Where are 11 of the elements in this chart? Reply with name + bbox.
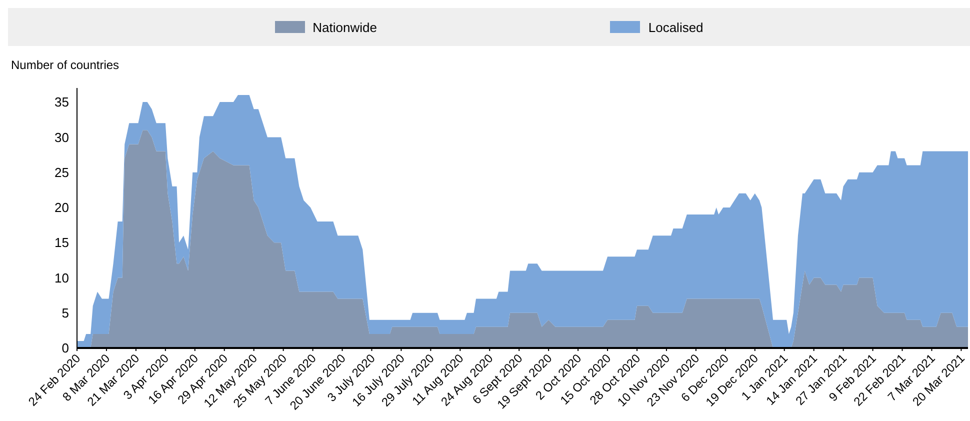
y-tick-label: 0 — [62, 340, 69, 356]
y-tick-label: 30 — [54, 130, 69, 145]
y-tick-label: 10 — [54, 270, 69, 286]
legend-label: Localised — [648, 20, 704, 34]
y-tick-label: 5 — [62, 305, 69, 320]
y-axis-title: Number of countries — [11, 58, 120, 74]
y-tick-label: 25 — [54, 164, 69, 180]
y-tick-label: 15 — [54, 235, 69, 250]
legend-label: Nationwide — [312, 20, 377, 34]
y-tick-label: 20 — [54, 200, 69, 216]
y-tick-label: 35 — [54, 94, 69, 110]
